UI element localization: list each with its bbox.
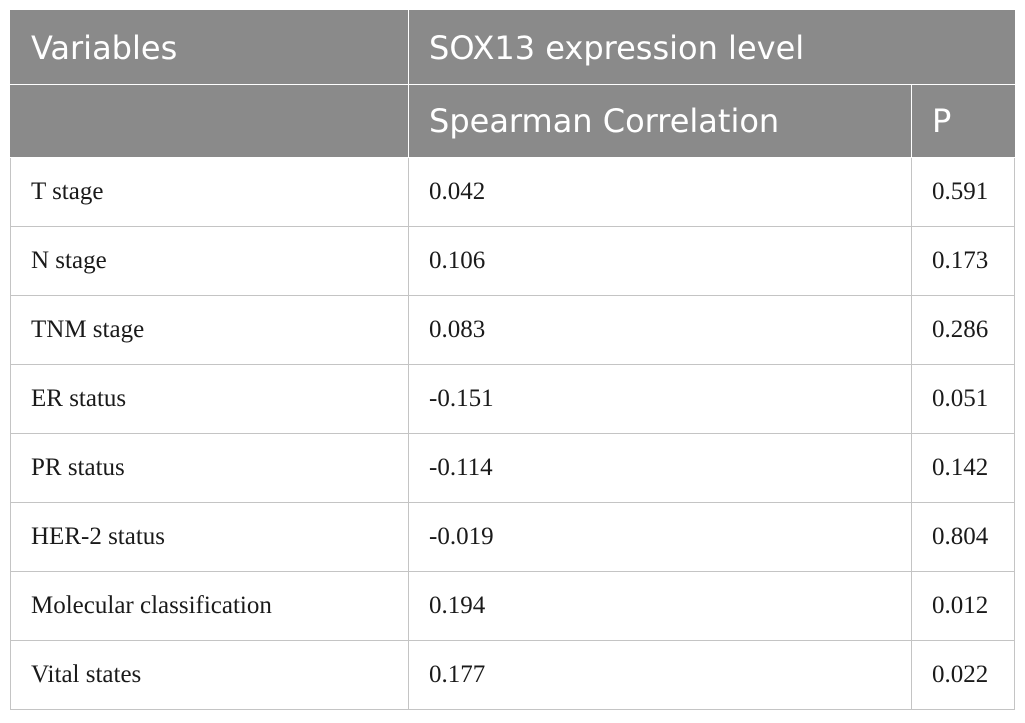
header-p-value: P [910, 84, 1016, 158]
table-body: T stage 0.042 0.591 N stage 0.106 0.173 TNM st… [10, 157, 1016, 710]
p-value-cell: 0.173 [910, 226, 1016, 296]
variable-cell: HER-2 status [10, 502, 409, 572]
spearman-cell: 0.177 [408, 640, 912, 710]
correlation-table-container: Variables SOX13 expression level Spearma… [10, 10, 1016, 710]
p-value-cell: 0.591 [910, 157, 1016, 227]
p-value-cell: 0.142 [910, 433, 1016, 503]
table-row: Molecular classification 0.194 0.012 [10, 571, 1016, 641]
correlation-table: Variables SOX13 expression level Spearma… [10, 10, 1016, 710]
variable-cell: Molecular classification [10, 571, 409, 641]
header-row-1: Variables SOX13 expression level [10, 10, 1016, 85]
p-value-cell: 0.012 [910, 571, 1016, 641]
variable-cell: Vital states [10, 640, 409, 710]
spearman-cell: 0.106 [408, 226, 912, 296]
p-value-cell: 0.286 [910, 295, 1016, 365]
spearman-cell: -0.114 [408, 433, 912, 503]
table-row: T stage 0.042 0.591 [10, 157, 1016, 227]
spearman-cell: -0.019 [408, 502, 912, 572]
table-row: ER status -0.151 0.051 [10, 364, 1016, 434]
spearman-cell: 0.042 [408, 157, 912, 227]
table-row: N stage 0.106 0.173 [10, 226, 1016, 296]
header-variables: Variables [10, 10, 409, 85]
table-row: HER-2 status -0.019 0.804 [10, 502, 1016, 572]
variable-cell: ER status [10, 364, 409, 434]
table-row: Vital states 0.177 0.022 [10, 640, 1016, 710]
header-empty-cell [10, 84, 409, 158]
variable-cell: TNM stage [10, 295, 409, 365]
table-header: Variables SOX13 expression level Spearma… [10, 10, 1016, 158]
table-row: TNM stage 0.083 0.286 [10, 295, 1016, 365]
header-row-2: Spearman Correlation P [10, 84, 1016, 158]
spearman-cell: 0.194 [408, 571, 912, 641]
variable-cell: N stage [10, 226, 409, 296]
header-spearman-correlation: Spearman Correlation [408, 84, 912, 158]
spearman-cell: 0.083 [408, 295, 912, 365]
variable-cell: PR status [10, 433, 409, 503]
spearman-cell: -0.151 [408, 364, 912, 434]
variable-cell: T stage [10, 157, 409, 227]
p-value-cell: 0.051 [910, 364, 1016, 434]
p-value-cell: 0.804 [910, 502, 1016, 572]
table-row: PR status -0.114 0.142 [10, 433, 1016, 503]
header-sox13-expression: SOX13 expression level [407, 10, 1016, 85]
p-value-cell: 0.022 [910, 640, 1016, 710]
